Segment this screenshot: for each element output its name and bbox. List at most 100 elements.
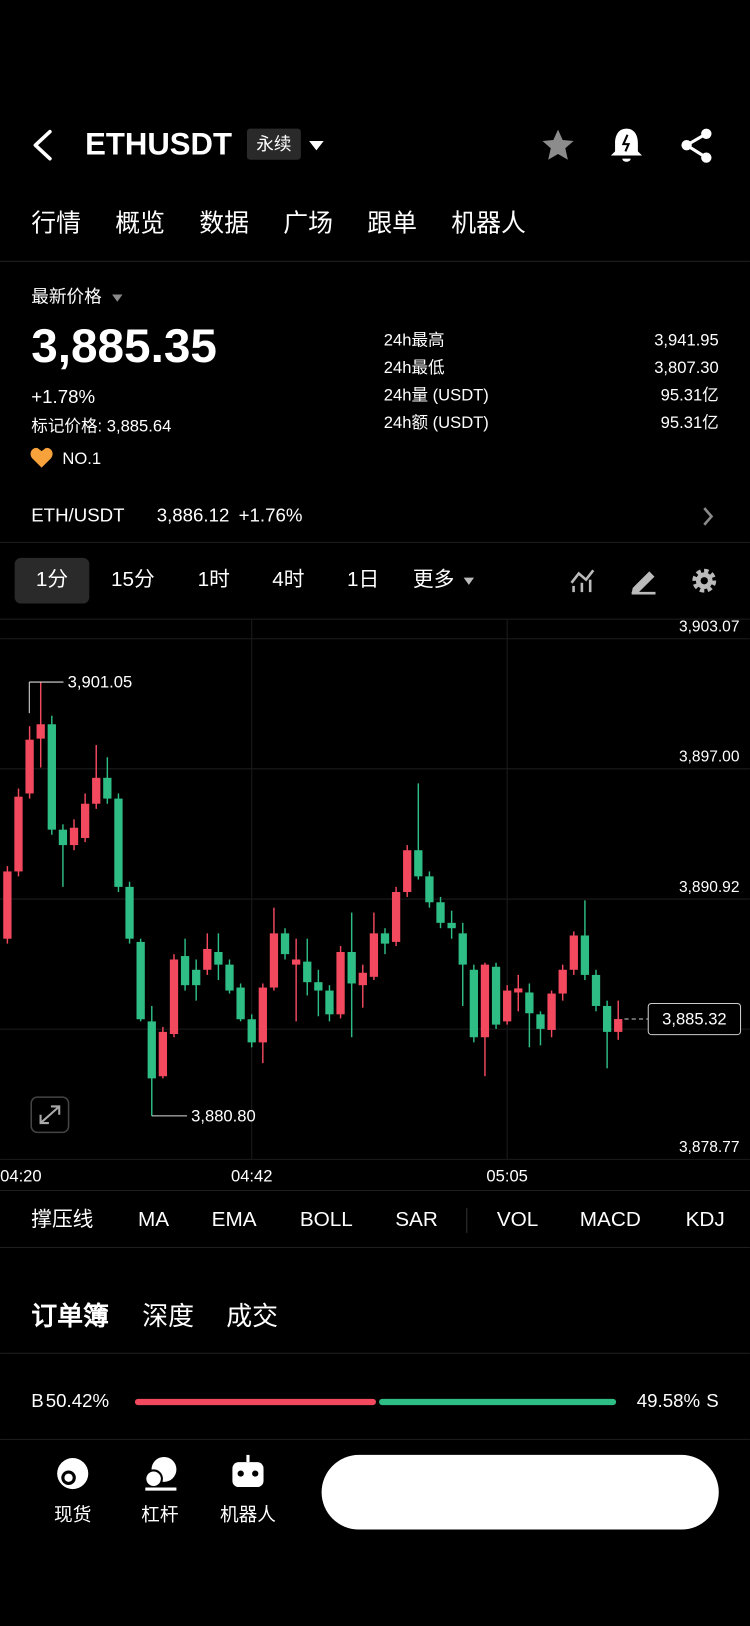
interval[interactable]: 15分 [111, 568, 155, 591]
candle-body [280, 933, 290, 955]
interval[interactable]: 1分 [36, 568, 68, 591]
candle-body [325, 990, 334, 1015]
trade-label[interactable]: 交易 [495, 1477, 545, 1506]
candle-body [125, 886, 134, 939]
indicator[interactable]: KDJ [686, 1208, 725, 1231]
stat-label: 24h额 (USDT) [384, 413, 489, 432]
favorite-icon[interactable] [542, 129, 574, 160]
trade-button[interactable] [321, 1454, 719, 1530]
candle-body [14, 796, 23, 872]
interval[interactable]: 更多 [413, 568, 454, 591]
alert-icon[interactable] [610, 128, 643, 162]
candle-body [436, 902, 445, 923]
candle-body [347, 951, 356, 984]
candle-body [236, 987, 245, 1020]
candle-body [314, 982, 323, 991]
settings-icon[interactable] [692, 568, 717, 593]
candle-body [503, 990, 512, 1022]
indicator-icon[interactable] [570, 569, 595, 593]
candle-body [614, 1019, 623, 1032]
candle-body [180, 956, 190, 986]
candle-body [391, 892, 401, 942]
candle-body [536, 1014, 545, 1029]
indicator[interactable]: EMA [212, 1208, 257, 1231]
rank: NO.1 [62, 449, 101, 468]
candle-body [403, 850, 412, 893]
nav-item[interactable]: 现货 [54, 1504, 91, 1525]
tab[interactable]: 行情 [31, 210, 81, 238]
tab[interactable]: 概览 [115, 210, 165, 238]
expand-button[interactable] [30, 1096, 70, 1134]
tab[interactable]: 机器人 [451, 210, 526, 238]
y-tick-label: 3,890.92 [679, 879, 740, 896]
spot-icon[interactable] [57, 1458, 89, 1490]
candle-body [47, 724, 56, 830]
book-tab[interactable]: 深度 [142, 1302, 194, 1331]
tag: 永续 [256, 134, 291, 154]
indicator[interactable]: MA [138, 1208, 169, 1231]
book-tab[interactable]: 成交 [226, 1302, 278, 1331]
candle-body [291, 959, 301, 965]
sell-percent: 49.58% [637, 1390, 700, 1411]
bot-icon[interactable] [232, 1454, 264, 1488]
dropdown-icon[interactable] [112, 294, 123, 302]
nav-item[interactable]: 杠杆 [141, 1504, 178, 1525]
candle-body [269, 933, 279, 988]
nav-item[interactable]: 机器人 [220, 1504, 276, 1525]
candle-body [214, 951, 223, 965]
candle-body [3, 871, 12, 939]
back-button[interactable] [33, 129, 52, 161]
candle-body [203, 948, 212, 970]
candle-body [92, 777, 101, 804]
y-tick-label: 3,878.77 [679, 1139, 740, 1156]
candle-body [114, 798, 123, 887]
candle-body [569, 935, 578, 970]
candle-body [58, 829, 68, 846]
candle-body [147, 1021, 156, 1079]
interval[interactable]: 1时 [198, 568, 230, 591]
share-icon[interactable] [681, 128, 712, 163]
candle-body [358, 972, 367, 986]
book-tab[interactable]: 订单簿 [31, 1302, 109, 1331]
candle-body [547, 993, 556, 1030]
interval[interactable]: 1日 [347, 568, 379, 591]
indicator[interactable]: BOLL [300, 1208, 353, 1231]
indicator[interactable]: VOL [497, 1208, 538, 1231]
indicator[interactable]: 撑压线 [31, 1208, 93, 1231]
price-label: 最新价格 [31, 286, 102, 306]
candle-body [414, 850, 423, 877]
spot-change: +1.76% [239, 504, 303, 525]
dropdown-icon[interactable] [463, 577, 475, 585]
candle-body [258, 987, 267, 1043]
candle-body [469, 969, 478, 1038]
last-price-box [647, 1002, 742, 1036]
spot-price: 3,886.12 [157, 504, 230, 525]
buy-bar [134, 1398, 376, 1406]
tab[interactable]: 广场 [283, 210, 333, 238]
tab[interactable]: 跟单 [367, 210, 417, 238]
margin-icon[interactable] [144, 1456, 177, 1491]
tab[interactable]: 数据 [199, 210, 249, 238]
candle-body [514, 988, 523, 993]
candle-body [336, 951, 345, 1015]
selected-interval-background [14, 557, 90, 604]
interval[interactable]: 4时 [272, 568, 304, 591]
spot-pair[interactable]: ETH/USDT [31, 504, 124, 525]
buy-percent: 50.42% [46, 1390, 109, 1411]
draw-icon[interactable] [631, 571, 656, 595]
buy-tag: B [31, 1390, 43, 1411]
candle-body [25, 739, 34, 794]
candle-body [369, 933, 379, 977]
y-tick-label: 3,903.07 [679, 618, 740, 635]
stat-value: 95.31亿 [661, 413, 719, 432]
candle-body [192, 969, 201, 986]
indicator[interactable]: SAR [395, 1208, 438, 1231]
indicator[interactable]: MACD [580, 1208, 641, 1231]
chevron-right[interactable] [703, 507, 714, 526]
dropdown-icon[interactable] [309, 141, 324, 151]
stat-label: 24h最低 [384, 358, 445, 377]
candle-body [225, 964, 234, 991]
candle-body [158, 1031, 168, 1077]
